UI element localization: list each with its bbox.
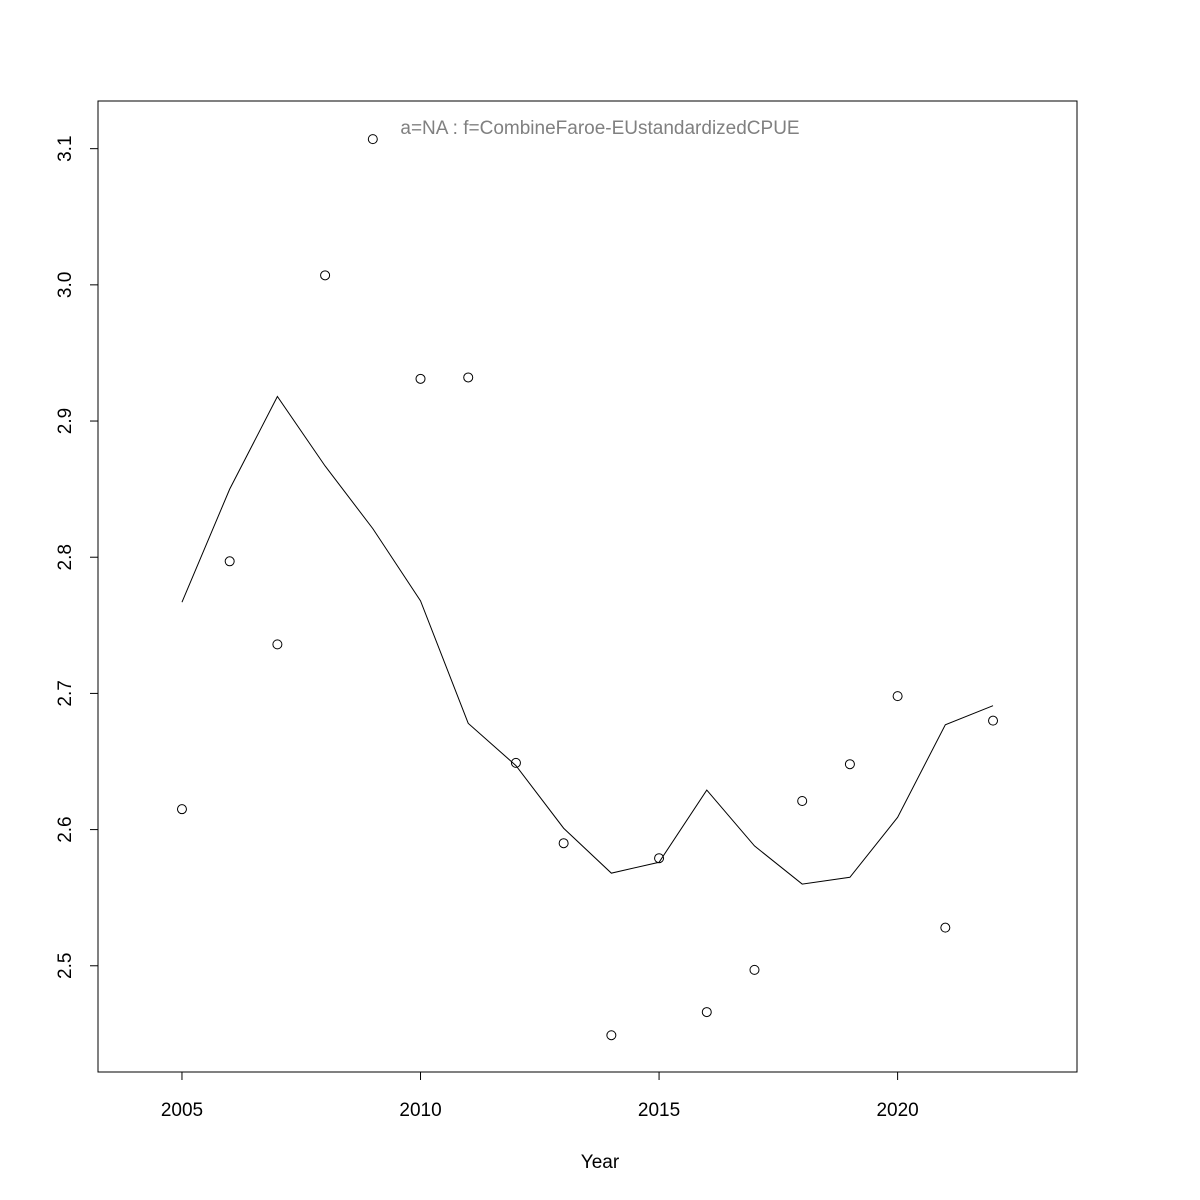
data-point [701,1007,712,1018]
y-tick-label: 2.7 [55,680,76,706]
data-point [176,804,187,815]
data-point [272,639,283,650]
data-point [940,922,951,933]
data-point [749,964,760,975]
y-tick-label: 2.8 [55,544,76,570]
data-point [844,759,855,770]
x-tick-label: 2010 [399,1100,441,1121]
x-tick-label: 2015 [638,1100,680,1121]
data-point [558,838,569,849]
y-tick-label: 3.0 [55,272,76,298]
y-tick-label: 2.9 [55,408,76,434]
data-point [367,134,378,145]
x-axis-label: Year [581,1152,620,1173]
data-point [892,691,903,702]
data-point [463,372,474,383]
x-tick-label: 2020 [876,1100,918,1121]
y-tick-label: 2.5 [55,953,76,979]
chart-title: a=NA : f=CombineFaroe-EUstandardizedCPUE [400,118,799,139]
data-point [797,795,808,806]
plot-box [97,100,1078,1073]
data-point [510,757,521,768]
data-point [988,715,999,726]
data-point [320,270,331,281]
y-tick-label: 3.1 [55,135,76,161]
data-point [415,373,426,384]
fit-line [181,395,994,885]
data-point [606,1030,617,1041]
y-tick-label: 2.6 [55,816,76,842]
data-point [224,556,235,567]
x-tick-label: 2005 [161,1100,203,1121]
